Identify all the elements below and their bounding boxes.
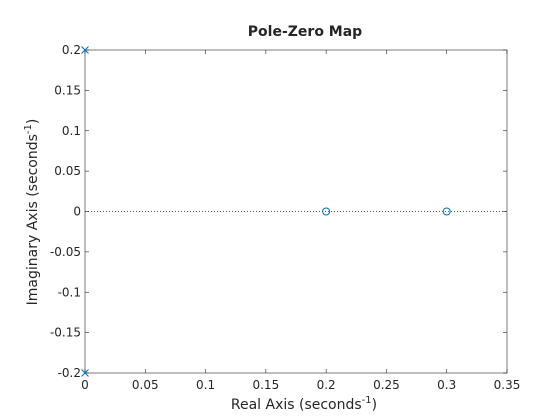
y-tick-label: -0.05 — [50, 245, 81, 259]
zero-marker — [322, 207, 331, 216]
axes-box — [84, 49, 508, 374]
zero-marker — [442, 207, 451, 216]
pole-marker — [81, 46, 89, 54]
x-tick-label: 0.3 — [437, 378, 456, 392]
x-tick-label: 0.1 — [196, 378, 215, 392]
y-axis-label: Imaginary Axis (seconds-1) — [23, 119, 41, 306]
x-axis-label-close: ) — [372, 397, 377, 413]
x-tick-label: 0.25 — [373, 378, 400, 392]
y-tick-label: 0.2 — [62, 43, 81, 57]
x-axis-label: Real Axis (seconds-1) — [231, 395, 377, 413]
x-tick-label: 0.05 — [132, 378, 159, 392]
y-tick-label: -0.2 — [58, 366, 81, 380]
x-axis-label-main: Real Axis (seconds — [231, 397, 362, 413]
x-tick-label: 0.2 — [317, 378, 336, 392]
y-axis-label-main: Imaginary Axis (seconds — [25, 134, 41, 305]
y-tick-label: -0.1 — [58, 285, 81, 299]
y-tick-label: -0.15 — [50, 326, 81, 340]
y-tick-label: 0.1 — [62, 124, 81, 138]
y-axis-label-close: ) — [25, 119, 41, 124]
y-tick-label: 0.15 — [54, 83, 81, 97]
chart-title: Pole-Zero Map — [248, 24, 362, 40]
y-tick-label: 0 — [73, 205, 81, 219]
y-tick-label: 0.05 — [54, 164, 81, 178]
x-tick-label: 0.15 — [252, 378, 279, 392]
x-tick-label: 0.35 — [494, 378, 521, 392]
x-axis-label-sup: -1 — [362, 395, 372, 406]
y-axis-label-sup: -1 — [23, 124, 34, 134]
x-tick-label: 0 — [81, 378, 89, 392]
pole-marker — [81, 369, 89, 377]
